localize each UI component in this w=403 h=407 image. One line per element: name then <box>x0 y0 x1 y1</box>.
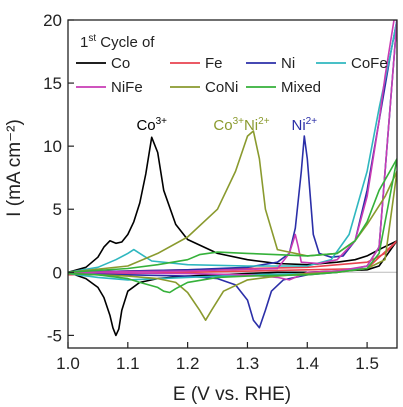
x-tick-label: 1.3 <box>236 354 260 373</box>
y-tick-label: 5 <box>53 200 62 219</box>
y-axis-label: I (mA cm⁻²) <box>4 119 25 217</box>
axes: 1.0 1.1 1.2 1.3 1.4 1.5 -5 0 5 10 15 20 <box>43 11 398 373</box>
peak-label: Co3+ <box>136 116 167 134</box>
series-co-line <box>68 136 397 337</box>
legend-label: Fe <box>205 55 223 72</box>
legend-item-cofe: CoFe <box>316 55 388 72</box>
legend-label: CoNi <box>205 79 238 96</box>
legend-item-nife: NiFe <box>76 79 143 96</box>
legend-item-ni: Ni <box>246 55 295 72</box>
peak-annotations: Co3+ Co3+Ni2+ Ni2+ <box>136 116 317 134</box>
x-tick-label: 1.1 <box>116 354 140 373</box>
legend-item-coni: CoNi <box>170 79 238 96</box>
y-tick-label: 15 <box>43 74 62 93</box>
series-ni-line <box>68 20 397 329</box>
legend-label: Co <box>111 55 130 72</box>
y-tick-label: -5 <box>47 326 62 345</box>
axes-frame <box>67 19 398 349</box>
legend-label: NiFe <box>111 79 143 96</box>
legend-title: 1st Cycle of <box>80 33 155 51</box>
x-axis-label: E (V vs. RHE) <box>173 384 291 405</box>
y-tick-label: 10 <box>43 137 62 156</box>
x-tick-label: 1.2 <box>176 354 200 373</box>
legend-label: Mixed <box>281 79 321 96</box>
legend-label: CoFe <box>351 55 388 72</box>
peak-label: Ni2+ <box>291 116 317 134</box>
legend-item-co: Co <box>76 55 130 72</box>
legend-label: Ni <box>281 55 295 72</box>
series-nife-line <box>68 20 397 281</box>
peak-label: Co3+Ni2+ <box>213 116 269 134</box>
x-tick-label: 1.4 <box>295 354 319 373</box>
x-tick-label: 1.5 <box>355 354 379 373</box>
legend-item-mixed: Mixed <box>246 79 321 96</box>
legend-item-fe: Fe <box>170 55 223 72</box>
plot-area <box>68 20 397 337</box>
y-tick-label: 0 <box>53 263 62 282</box>
y-tick-label: 20 <box>43 11 62 30</box>
series-mixed-line <box>68 158 397 294</box>
series-coni-line <box>68 130 397 322</box>
x-tick-label: 1.0 <box>56 354 80 373</box>
